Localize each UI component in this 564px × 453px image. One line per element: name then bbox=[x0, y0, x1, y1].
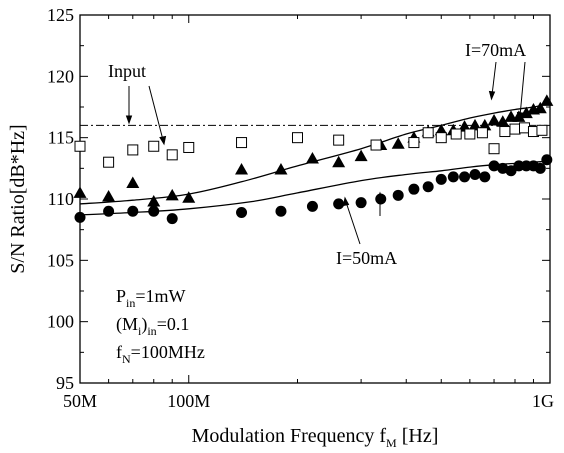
point-input bbox=[422, 127, 434, 139]
y-tick-label: 125 bbox=[47, 5, 74, 25]
i50-arrowhead-1 bbox=[342, 196, 350, 207]
point-i70 bbox=[391, 137, 405, 149]
data-points bbox=[73, 94, 554, 225]
x-axis-title: Modulation Frequency fM [Hz] bbox=[192, 425, 439, 450]
i70-arrowhead-2 bbox=[516, 111, 524, 122]
point-i70 bbox=[540, 94, 554, 106]
point-input bbox=[435, 132, 447, 144]
point-input bbox=[509, 123, 521, 135]
input-arrow-2 bbox=[148, 85, 164, 141]
point-i70 bbox=[126, 176, 140, 189]
point-i50 bbox=[479, 171, 491, 183]
input-label: Input bbox=[108, 61, 146, 81]
y-tick-label: 105 bbox=[47, 250, 74, 270]
x-tick-label: 1G bbox=[532, 391, 554, 411]
point-input bbox=[236, 137, 248, 149]
y-axis-title: S/N Ratio[dB*Hz] bbox=[7, 124, 29, 273]
point-i70 bbox=[354, 149, 368, 162]
point-i50 bbox=[166, 213, 178, 225]
i70-arrow-1 bbox=[491, 61, 497, 96]
tick-labels: 95 100 105 110 115 120 125 50M 100M 1G bbox=[47, 5, 554, 411]
point-i70 bbox=[182, 191, 196, 203]
point-i70 bbox=[496, 115, 510, 127]
y-tick-label: 115 bbox=[48, 128, 74, 148]
input-arrowhead-1 bbox=[125, 115, 133, 125]
point-i70 bbox=[165, 188, 179, 201]
x-tick-label: 50M bbox=[63, 391, 97, 411]
point-i70 bbox=[102, 190, 116, 202]
point-i70 bbox=[274, 163, 288, 175]
point-i50 bbox=[534, 162, 546, 174]
point-input bbox=[464, 128, 476, 140]
point-i50 bbox=[459, 171, 471, 183]
y-tick-label: 100 bbox=[47, 312, 74, 332]
point-i50 bbox=[355, 197, 367, 209]
point-input bbox=[148, 140, 160, 152]
point-i70 bbox=[73, 186, 87, 198]
point-input bbox=[476, 127, 488, 139]
point-input bbox=[127, 144, 139, 156]
point-input bbox=[488, 143, 500, 155]
point-i70 bbox=[519, 106, 533, 119]
y-tick-label: 120 bbox=[47, 66, 74, 86]
x-tick-label: 100M bbox=[167, 391, 210, 411]
point-i50 bbox=[469, 168, 481, 180]
input-arrowhead-2 bbox=[159, 135, 167, 146]
y-tick-label: 95 bbox=[56, 373, 74, 393]
point-i50 bbox=[148, 205, 160, 217]
i70-arrowhead-1 bbox=[488, 90, 496, 101]
i50-label: I=50mA bbox=[336, 248, 397, 268]
param-fn: fN=100MHz bbox=[116, 342, 205, 366]
point-i50 bbox=[306, 200, 318, 212]
point-i50 bbox=[435, 173, 447, 185]
point-i50 bbox=[408, 183, 420, 195]
point-input bbox=[183, 141, 195, 153]
point-input bbox=[74, 140, 86, 152]
i50-arrow-1 bbox=[345, 201, 361, 245]
point-i50 bbox=[74, 211, 86, 223]
i70-label: I=70mA bbox=[465, 40, 526, 60]
param-mi: (Mi)in=0.1 bbox=[116, 314, 189, 338]
y-tick-label: 110 bbox=[48, 189, 74, 209]
param-pin: Pin=1mW bbox=[116, 286, 186, 310]
point-i50 bbox=[447, 171, 459, 183]
point-input bbox=[499, 126, 511, 138]
point-i50 bbox=[422, 181, 434, 193]
point-i50 bbox=[236, 206, 248, 218]
point-input bbox=[536, 124, 548, 136]
point-input bbox=[450, 128, 462, 140]
point-input bbox=[333, 134, 345, 146]
i50-arrowhead-2 bbox=[376, 191, 384, 201]
point-i50 bbox=[541, 154, 553, 166]
point-i50 bbox=[127, 205, 139, 217]
i70-arrow-2 bbox=[519, 61, 526, 117]
point-i50 bbox=[505, 165, 517, 177]
point-input bbox=[370, 139, 382, 151]
point-i70 bbox=[533, 101, 547, 114]
point-i50 bbox=[392, 189, 404, 201]
point-i50 bbox=[275, 205, 287, 217]
annotation-arrows bbox=[125, 61, 526, 245]
point-i70 bbox=[235, 163, 249, 175]
point-i70 bbox=[305, 152, 319, 164]
point-i50 bbox=[333, 198, 345, 210]
point-i50 bbox=[488, 160, 500, 172]
point-i50 bbox=[103, 205, 115, 217]
point-input bbox=[408, 137, 420, 149]
point-i70 bbox=[332, 155, 346, 168]
point-i70 bbox=[147, 194, 161, 207]
point-input bbox=[103, 156, 115, 168]
axis-ticks bbox=[79, 14, 551, 384]
point-input bbox=[291, 132, 303, 144]
point-i70 bbox=[487, 113, 501, 126]
point-input bbox=[166, 149, 178, 161]
point-i50 bbox=[497, 162, 509, 174]
